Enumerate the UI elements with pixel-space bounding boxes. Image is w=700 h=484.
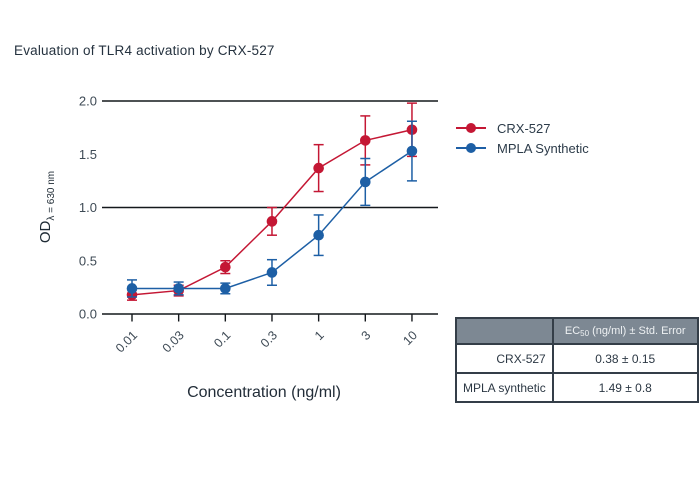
y-tick-label-1.5: 1.5 [79, 147, 97, 162]
data-point [313, 229, 324, 241]
legend-item-crx-527: CRX-527 [456, 118, 589, 138]
x-tick-label-1: 1 [312, 328, 327, 343]
ec50-table: EC50 (ng/ml) ± Std. Error CRX-527 0.38 ±… [455, 317, 699, 403]
crx-527-series-marker-icon [456, 122, 486, 134]
legend-label-crx-527: CRX-527 [497, 120, 551, 136]
data-point [220, 261, 231, 273]
ec50-table-header-row: EC50 (ng/ml) ± Std. Error [455, 317, 699, 345]
y-tick-label-1.0: 1.0 [79, 200, 97, 215]
mpla-series-marker-icon [456, 142, 486, 154]
y-axis-title: ODλ = 630 nm [37, 127, 59, 287]
data-point [360, 176, 371, 188]
y-tick-label-0.5: 0.5 [79, 253, 97, 268]
row-label: MPLA synthetic [455, 372, 554, 403]
ec50-table-corner-cell [455, 317, 554, 345]
y-axis-title-main: OD [37, 220, 54, 244]
row-value: 1.49 ± 0.8 [551, 372, 699, 403]
x-tick-label-3: 3 [359, 328, 374, 343]
x-tick-label-0.01: 0.01 [113, 328, 140, 355]
legend-item-mpla-synthetic: MPLA Synthetic [456, 138, 589, 158]
x-axis-title: Concentration (ng/ml) [187, 384, 341, 401]
x-tick-label-10: 10 [400, 328, 420, 348]
data-point [266, 216, 278, 227]
y-axis-title-subscript: λ = 630 nm [46, 170, 57, 221]
y-tick-label-2.0: 2.0 [79, 94, 97, 109]
ec50-table-header-cell: EC50 (ng/ml) ± Std. Error [551, 317, 699, 345]
row-value: 0.38 ± 0.15 [551, 343, 699, 374]
ec50-table-row-crx-527: CRX-527 0.38 ± 0.15 [455, 343, 699, 374]
ec50-table-row-mpla: MPLA synthetic 1.49 ± 0.8 [455, 372, 699, 403]
data-point [173, 283, 184, 294]
data-point [126, 283, 138, 294]
legend-label-mpla-synthetic: MPLA Synthetic [497, 140, 589, 156]
x-tick-label-0.1: 0.1 [211, 328, 233, 350]
x-tick-label-0.03: 0.03 [160, 328, 187, 355]
data-point [406, 145, 418, 157]
data-point [360, 135, 371, 146]
data-point [266, 267, 278, 278]
y-tick-label-0.0: 0.0 [79, 307, 97, 322]
x-tick-label-0.3: 0.3 [258, 328, 280, 350]
data-point [220, 283, 231, 294]
row-label: CRX-527 [455, 343, 554, 374]
data-point [313, 162, 324, 174]
legend: CRX-527 MPLA Synthetic [456, 118, 589, 158]
chart-title: Evaluation of TLR4 activation by CRX-527 [14, 43, 275, 58]
